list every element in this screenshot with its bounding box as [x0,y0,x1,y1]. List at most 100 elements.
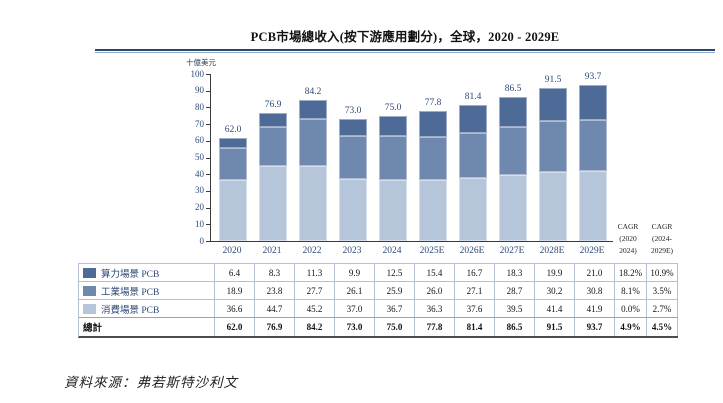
computing-value-2026E: 16.7 [455,264,495,282]
industrial-value-2022: 27.7 [295,282,335,300]
consumer-value-2021: 44.7 [255,300,295,318]
total-value-2028E: 91.5 [535,317,575,336]
y-tick-label-10: 10 [195,218,204,229]
total-cagr-2024-2029e: 4.5% [647,317,678,336]
bar-2020: 62.0 [219,125,247,241]
row-industrial-label: 工業場景 PCB [101,287,160,298]
consumer-value-2023: 37.0 [335,300,375,318]
bar-segment-computing-2020 [219,137,247,149]
y-tick-mark-0 [206,241,210,242]
bar-segment-computing-2025E [419,111,447,137]
bar-total-label-2027E: 86.5 [504,83,522,94]
computing-legend-swatch [83,267,96,278]
bar-segment-computing-2027E [499,96,527,128]
computing-value-2025E: 15.4 [415,264,455,282]
bar-total-label-2020: 62.0 [224,124,242,135]
consumer-value-2024: 36.7 [375,300,415,318]
y-axis-unit-label: 十億美元 [186,58,216,67]
consumer-value-2029E: 41.9 [575,300,615,318]
row-computing-label: 算力場景 PCB [101,269,160,280]
consumer-value-2027E: 39.5 [495,300,535,318]
industrial-value-2024: 25.9 [375,282,415,300]
bar-total-label-2023: 73.0 [344,106,362,117]
y-tick-mark-100 [206,74,210,75]
bar-2024: 75.0 [379,103,407,241]
x-axis-label-2028E: 2028E [539,246,565,256]
consumer-value-2028E: 41.4 [535,300,575,318]
bar-segment-computing-2029E [579,84,607,120]
row-consumer-label: 消費場景 PCB [101,305,160,316]
y-tick-label-40: 40 [195,168,204,179]
consumer-cagr-2020-2024: 0.0% [615,300,647,318]
bar-segment-industrial-2022 [299,119,327,166]
bar-total-label-2025E: 77.8 [424,98,442,109]
bar-segment-computing-2024 [379,115,407,137]
computing-value-2027E: 18.3 [495,264,535,282]
y-tick-mark-60 [206,140,210,142]
total-value-2021: 76.9 [255,317,295,336]
bar-total-label-2024: 75.0 [384,102,402,113]
total-value-2029E: 93.7 [575,317,615,336]
computing-value-2024: 12.5 [375,264,415,282]
bar-segment-consumer-2028E [539,171,567,241]
consumer-cagr-2024-2029e: 2.7% [647,300,678,318]
y-tick-mark-40 [206,174,210,176]
y-tick-mark-20 [206,207,210,209]
bar-segment-industrial-2023 [339,135,367,180]
bar-segment-consumer-2025E [419,180,447,241]
bar-total-label-2021: 76.9 [264,99,282,110]
total-value-2024: 75.0 [375,317,415,336]
computing-value-2022: 11.3 [295,264,335,282]
bar-segment-industrial-2021 [259,126,287,167]
row-consumer-legend-cell: 消費場景 PCB [79,300,215,318]
total-value-2022: 84.2 [295,317,335,336]
y-tick-label-100: 100 [190,68,205,79]
y-tick-label-90: 90 [195,85,204,96]
industrial-value-2025E: 26.0 [415,282,455,300]
computing-value-2021: 8.3 [255,264,295,282]
y-tick-label-0: 0 [199,235,205,246]
x-axis-label-2027E: 2027E [499,246,525,256]
computing-value-2028E: 19.9 [535,264,575,282]
x-axis-label-2022: 2022 [302,246,322,256]
y-tick-mark-80 [206,107,210,109]
y-tick-label-70: 70 [195,118,204,129]
bar-2022: 84.2 [299,87,327,241]
bar-2028E: 91.5 [539,75,567,241]
computing-cagr-2024-2029e: 10.9% [647,264,678,282]
bar-segment-consumer-2021 [259,166,287,241]
row-industrial-legend-cell: 工業場景 PCB [79,282,215,300]
title-divider [95,49,715,53]
consumer-value-2022: 45.2 [295,300,335,318]
x-axis-label-2021: 2021 [262,246,282,256]
y-tick-mark-90 [206,90,210,92]
bar-segment-consumer-2027E [499,175,527,241]
computing-cagr-2020-2024: 18.2% [615,264,647,282]
bar-segment-consumer-2026E [459,178,487,241]
row-computing-legend-cell: 算力場景 PCB [79,264,215,282]
bar-segment-computing-2026E [459,105,487,133]
bar-total-label-2028E: 91.5 [544,75,562,86]
bar-segment-computing-2023 [339,119,367,136]
computing-value-2023: 9.9 [335,264,375,282]
total-value-2027E: 86.5 [495,317,535,336]
cagr-2020-2024-header: CAGR (2020 2024) [617,222,639,255]
industrial-value-2026E: 27.1 [455,282,495,300]
bar-total-label-2029E: 93.7 [584,71,602,82]
bar-segment-industrial-2029E [579,119,607,172]
x-axis-label-2020: 2020 [222,246,242,256]
bar-segment-industrial-2020 [219,148,247,180]
consumer-legend-swatch [83,303,96,314]
x-axis-label-2024: 2024 [382,246,402,256]
industrial-value-2020: 18.9 [215,282,255,300]
consumer-value-2020: 36.6 [215,300,255,318]
bar-total-label-2022: 84.2 [304,87,322,98]
row-total-label: 總計 [83,324,103,334]
industrial-legend-swatch [83,285,96,296]
x-axis-label-2026E: 2026E [459,246,485,256]
bar-2021: 76.9 [259,100,287,241]
bar-2029E: 93.7 [579,72,607,241]
total-value-2020: 62.0 [215,317,255,336]
bar-segment-industrial-2026E [459,132,487,179]
y-tick-mark-10 [206,224,210,226]
